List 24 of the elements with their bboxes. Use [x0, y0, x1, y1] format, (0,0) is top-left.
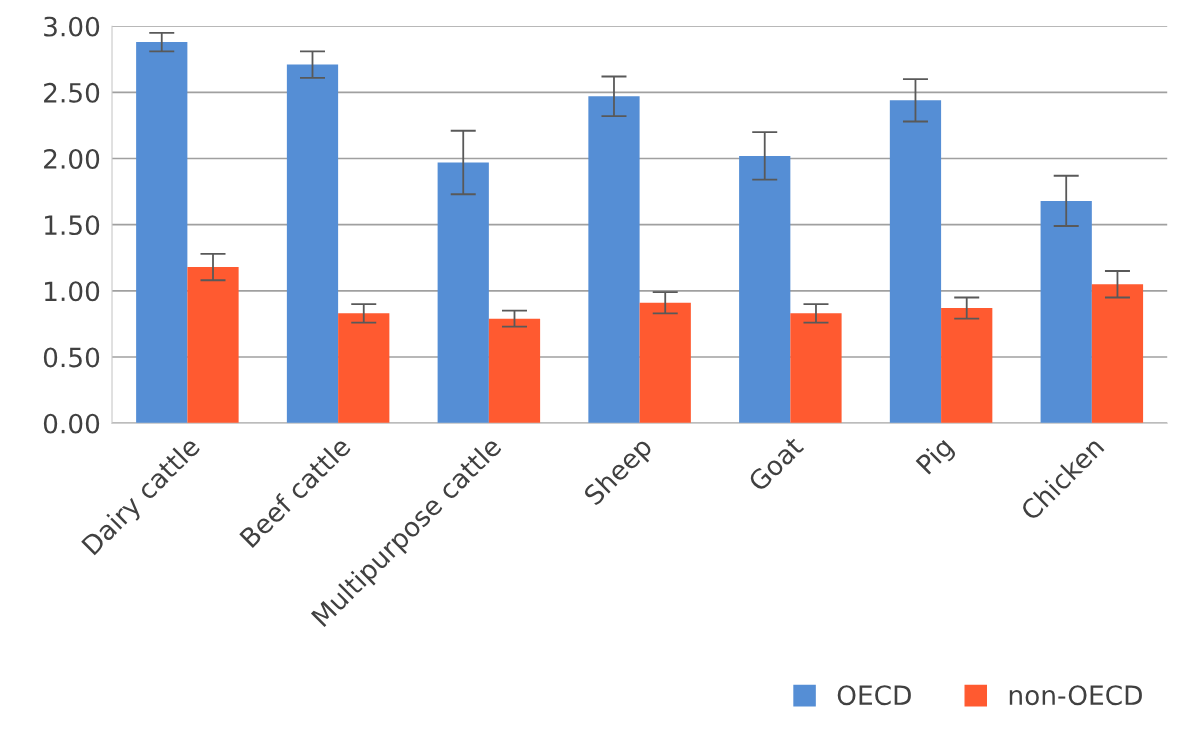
y-tick-label: 3.00 — [44, 16, 100, 37]
bar — [1091, 284, 1144, 424]
bar — [437, 162, 489, 424]
y-tick-label: 2.50 — [44, 82, 100, 103]
legend-label: non-OECD — [1009, 685, 1142, 706]
y-tick-label: 1.00 — [45, 281, 100, 302]
y-tick-label: 1.50 — [45, 215, 100, 236]
legend-label: OECD — [837, 685, 911, 706]
bar — [136, 42, 188, 424]
y-tick-label: 2.00 — [44, 148, 100, 169]
bar — [1040, 200, 1092, 424]
y-tick-label: 0.50 — [43, 347, 100, 368]
bar — [941, 308, 993, 424]
bar — [790, 313, 842, 424]
bar — [338, 313, 390, 424]
bar — [588, 96, 640, 424]
bar — [889, 100, 942, 424]
bar — [639, 302, 691, 424]
bar — [488, 318, 541, 424]
y-tick-label: 0.00 — [43, 413, 100, 434]
bar — [286, 64, 339, 424]
bar — [187, 267, 239, 424]
bar — [739, 155, 791, 424]
x-tick-label: Pig — [915, 435, 958, 479]
